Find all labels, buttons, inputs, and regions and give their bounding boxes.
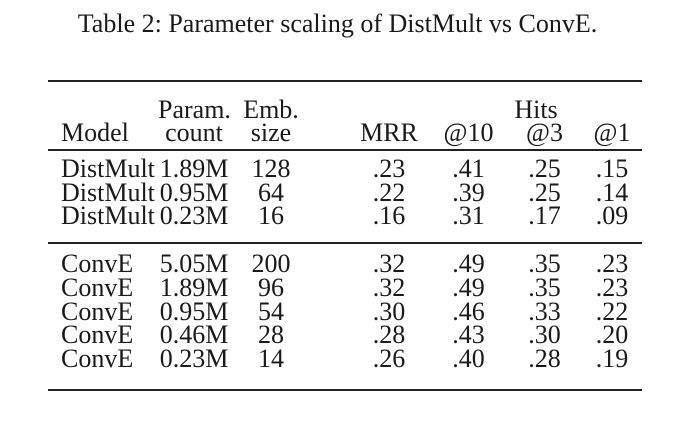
cell-hits-at10: .49	[452, 273, 485, 302]
cell-hits-at1: .23	[595, 249, 629, 278]
cell-emb-size: 54	[258, 296, 284, 326]
table-row: ConvE 0.46M 28 .28 .43 .30 .20	[48, 321, 642, 348]
cell-hits-at10: .43	[452, 320, 485, 349]
table-rule-top	[48, 80, 642, 82]
cell-hits-at3: .33	[528, 296, 561, 326]
cell-mrr: .30	[372, 296, 406, 326]
cell-mrr: .28	[372, 320, 406, 349]
table-row: ConvE 0.23M 14 .26 .40 .28 .19	[48, 345, 642, 372]
table-caption: Table 2: Parameter scaling of DistMult v…	[77, 9, 598, 38]
table-header-row-1: Param. Emb. Hits	[48, 96, 642, 123]
header-cell-mrr: MRR	[360, 118, 418, 147]
header-cell-at1: @1	[593, 118, 631, 147]
header-cell-count: count	[165, 118, 223, 147]
cell-model-name: ConvE	[61, 249, 134, 278]
cell-model-name: ConvE	[61, 320, 134, 349]
cell-model-name: ConvE	[61, 273, 134, 302]
cell-hits-at3: .17	[528, 201, 561, 230]
cell-mrr: .23	[372, 154, 406, 183]
cell-hits-at3: .28	[528, 343, 561, 373]
cell-mrr: .16	[372, 201, 406, 230]
table-row: ConvE 0.95M 54 .30 .46 .33 .22	[48, 298, 642, 325]
table-header-row-2: Model count size MRR @10 @3 @1	[48, 119, 642, 146]
cell-hits-at3: .35	[528, 249, 561, 278]
cell-emb-size: 128	[251, 154, 291, 183]
cell-emb-size: 64	[258, 177, 284, 207]
cell-emb-size: 28	[258, 320, 284, 349]
cell-hits-at10: .39	[452, 177, 485, 207]
cell-model-name: ConvE	[61, 296, 134, 326]
header-cell-at3: @3	[526, 118, 563, 147]
cell-hits-at1: .09	[595, 201, 629, 230]
cell-mrr: .22	[372, 177, 406, 207]
cell-hits-at1: .23	[595, 273, 629, 302]
table-row: DistMult 0.95M 64 .22 .39 .25 .14	[48, 179, 642, 206]
cell-mrr: .32	[372, 249, 406, 278]
cell-hits-at1: .22	[595, 296, 629, 326]
table-row: DistMult 1.89M 128 .23 .41 .25 .15	[48, 155, 642, 182]
header-cell-emb: Emb.	[243, 95, 299, 124]
header-cell-at10: @10	[443, 118, 494, 147]
cell-param-count: 1.89M	[159, 154, 229, 183]
cell-emb-size: 96	[258, 273, 284, 302]
cell-emb-size: 200	[251, 249, 291, 278]
cell-hits-at1: .19	[595, 343, 629, 373]
cell-model-name: ConvE	[61, 343, 134, 373]
table-rule-group-divider	[48, 242, 642, 244]
table-row: ConvE 1.89M 96 .32 .49 .35 .23	[48, 274, 642, 301]
table-row: DistMult 0.23M 16 .16 .31 .17 .09	[48, 202, 642, 229]
cell-param-count: 0.95M	[159, 177, 229, 207]
cell-emb-size: 14	[258, 343, 284, 373]
cell-param-count: 0.23M	[159, 343, 229, 373]
cell-param-count: 5.05M	[159, 249, 229, 278]
cell-hits-at10: .46	[452, 296, 485, 326]
cell-param-count: 1.89M	[159, 273, 229, 302]
cell-hits-at10: .40	[452, 343, 485, 373]
cell-mrr: .26	[372, 343, 406, 373]
cell-hits-at1: .14	[595, 177, 629, 207]
cell-emb-size: 16	[258, 201, 284, 230]
header-cell-size: size	[250, 118, 292, 147]
table-row: ConvE 5.05M 200 .32 .49 .35 .23	[48, 250, 642, 277]
header-cell-model: Model	[61, 118, 129, 147]
cell-hits-at3: .35	[528, 273, 561, 302]
table-rule-header	[48, 149, 642, 151]
cell-model-name: DistMult	[61, 154, 155, 183]
cell-model-name: DistMult	[61, 201, 155, 230]
cell-param-count: 0.46M	[159, 320, 229, 349]
cell-hits-at1: .15	[595, 154, 629, 183]
header-cell-param: Param.	[158, 95, 231, 124]
cell-hits-at10: .41	[452, 154, 485, 183]
header-cell-hits: Hits	[514, 95, 558, 124]
cell-hits-at10: .49	[452, 249, 485, 278]
cell-param-count: 0.95M	[159, 296, 229, 326]
cell-hits-at1: .20	[595, 320, 629, 349]
cell-model-name: DistMult	[61, 177, 155, 207]
cell-hits-at3: .30	[528, 320, 561, 349]
cell-hits-at10: .31	[452, 201, 485, 230]
table-rule-bottom	[48, 389, 642, 391]
cell-mrr: .32	[372, 273, 406, 302]
cell-hits-at3: .25	[528, 154, 561, 183]
cell-param-count: 0.23M	[159, 201, 229, 230]
cell-hits-at3: .25	[528, 177, 561, 207]
